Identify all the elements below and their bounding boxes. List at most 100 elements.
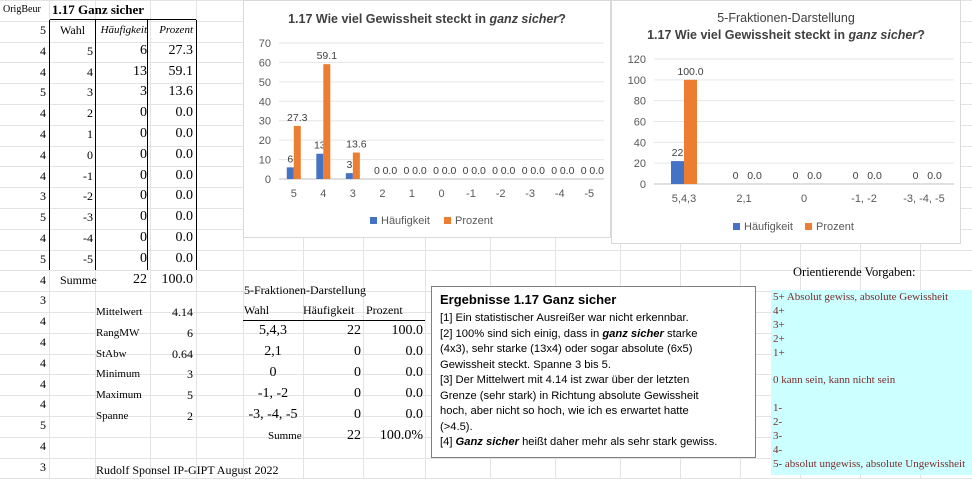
orig-beur-value: 4 <box>40 168 46 183</box>
bar-data-label: 0 <box>374 165 380 177</box>
orig-beur-value: 4 <box>40 355 46 370</box>
x-category-label: -5 <box>584 188 594 200</box>
stat-label: Spanne <box>96 410 129 422</box>
results-line-4: Gewissheit steckt. Spanne 3 bis 5. <box>440 358 612 371</box>
x-category-label: -3 <box>525 188 535 200</box>
prozent-value: 0.0 <box>175 126 194 141</box>
results-title: Ergebnisse 1.17 Ganz sicher <box>440 292 617 307</box>
x-category-label: 0 <box>438 188 444 200</box>
orig-beur-value: 4 <box>40 376 46 391</box>
grid-col-line <box>363 0 364 479</box>
haeufigkeit-value: 0 <box>140 209 147 225</box>
fraktionen-haeufigkeit: 0 <box>354 386 361 401</box>
results-line-9: [4] Ganz sicher heißt daher mehr als seh… <box>440 436 718 448</box>
bar-data-label: 13 <box>314 140 326 152</box>
grid-col-line <box>490 0 491 479</box>
wahl-value: 2 <box>87 106 93 121</box>
prozent-value: 0.0 <box>175 250 194 266</box>
fraktionen-header-haeufigkeit: Häufigkeit <box>303 303 355 317</box>
orig-beur-value: 4 <box>40 335 46 349</box>
col-a-header: OrigBeur <box>3 4 41 15</box>
haeufigkeit-value: 0 <box>140 167 147 183</box>
stat-label: Mittelwert <box>96 306 143 318</box>
orig-beur-value: 4 <box>40 397 46 412</box>
legend-label: Prozent <box>455 215 493 227</box>
chart-title: 1.17 Wie viel Gewissheit steckt in ganz … <box>288 12 566 26</box>
prozent-value: 0.0 <box>175 167 194 183</box>
prozent-value: 0.0 <box>175 230 194 245</box>
stat-value: 0.64 <box>172 346 193 361</box>
x-category-label: 5,4,3 <box>672 193 696 205</box>
bar-data-label: 0.0 <box>471 165 486 177</box>
wahl-value: -4 <box>83 231 93 245</box>
y-tick-label: 70 <box>259 38 271 50</box>
legend-swatch <box>370 217 377 224</box>
fraktionen-header-underline <box>243 320 425 321</box>
orig-beur-value: 4 <box>40 439 46 453</box>
orig-beur-value: 5 <box>40 210 46 225</box>
orig-beur-value: 3 <box>40 293 46 308</box>
x-category-label: 1 <box>409 188 415 200</box>
vorgaben-item: 1- <box>773 402 783 415</box>
results-textbox[interactable]: Ergebnisse 1.17 Ganz sicher [1] Ein stat… <box>431 286 756 458</box>
bar-data-label: 0.0 <box>560 165 575 177</box>
fraktionen-haeufigkeit: 0 <box>354 344 361 359</box>
bar-haeufigkeit <box>286 167 294 179</box>
fraktionen-title: 5-Fraktionen-Darstellung <box>244 283 366 297</box>
y-tick-label: 60 <box>634 117 646 129</box>
vorgaben-item: 2- <box>773 416 783 429</box>
wahl-value: -5 <box>83 251 93 266</box>
x-category-label: -4 <box>555 188 565 200</box>
wahl-value: -3 <box>83 210 93 225</box>
bar-prozent <box>684 79 697 184</box>
wahl-value <box>50 353 93 373</box>
x-category-label: 0 <box>801 193 807 205</box>
stat-value: 4.14 <box>172 305 193 319</box>
grid-col-line <box>303 0 304 479</box>
grid-row-line <box>0 249 972 251</box>
orig-beur-value: 5 <box>40 23 46 37</box>
orig-beur-value: 5 <box>40 85 46 100</box>
y-tick-label: 20 <box>634 158 646 170</box>
vorgaben-box: 5+ Absolut gewiss, absolute Gewissheit 4+… <box>771 290 972 475</box>
wahl-value <box>50 290 93 310</box>
bar-data-label: 3 <box>346 159 352 171</box>
results-body: [1] Ein statistischer Ausreißer war nich… <box>440 311 717 451</box>
vorgaben-item: 4+ <box>773 304 785 317</box>
prozent-value <box>150 436 193 456</box>
grid-row-line <box>0 270 972 272</box>
legend-swatch <box>444 217 451 224</box>
bar-data-label: 59.1 <box>317 50 338 62</box>
legend-label: Häufigkeit <box>381 215 430 227</box>
orig-beur-value: 5 <box>40 418 46 433</box>
author-footer: Rudolf Sponsel IP-GIPT August 2022 <box>96 463 279 477</box>
stat-value: 6 <box>187 325 193 340</box>
bar-data-label: 27.3 <box>287 112 308 124</box>
x-category-label: -1 <box>466 188 476 200</box>
fraktionen-prozent: 0.0 <box>405 365 424 380</box>
fraktionen-prozent: 0.0 <box>405 386 424 401</box>
bar-data-label: 0 <box>581 165 587 177</box>
orig-beur-value: 5 <box>40 251 46 266</box>
stat-label: Minimum <box>96 368 141 381</box>
vorgaben-title: Orientierende Vorgaben: <box>793 265 916 279</box>
fraktionen-summe-label: Summe <box>268 430 302 442</box>
stat-label: RangMW <box>96 326 140 339</box>
bar-data-label: 0 <box>793 170 799 182</box>
bar-haeufigkeit <box>671 161 684 184</box>
haeufigkeit-value: 3 <box>140 84 147 100</box>
wahl-value: 0 <box>87 147 93 162</box>
bar-data-label: 0.0 <box>530 165 545 177</box>
grid-col-line <box>425 0 426 479</box>
fraktionen-prozent: 0.0 <box>405 344 424 359</box>
x-category-label: 2,1 <box>736 193 751 205</box>
fraktionen-header-wahl: Wahl <box>244 303 270 317</box>
results-line-8: (>4.5). <box>440 420 473 433</box>
chart-panel-distribution[interactable]: 1.17 Wie viel Gewissheit steckt in ganz … <box>243 0 611 238</box>
orig-beur-value: 4 <box>40 231 46 245</box>
wahl-value: 1 <box>87 127 93 141</box>
prozent-value: 0.0 <box>175 146 194 162</box>
bar-chart-fraktionen: 5-Fraktionen-Darstellung 1.17 Wie viel Ge… <box>628 11 954 233</box>
chart-panel-fraktionen[interactable]: 5-Fraktionen-Darstellung 1.17 Wie viel Ge… <box>611 0 961 244</box>
vorgaben-item: 0 kann sein, kann nicht sein <box>773 374 896 387</box>
